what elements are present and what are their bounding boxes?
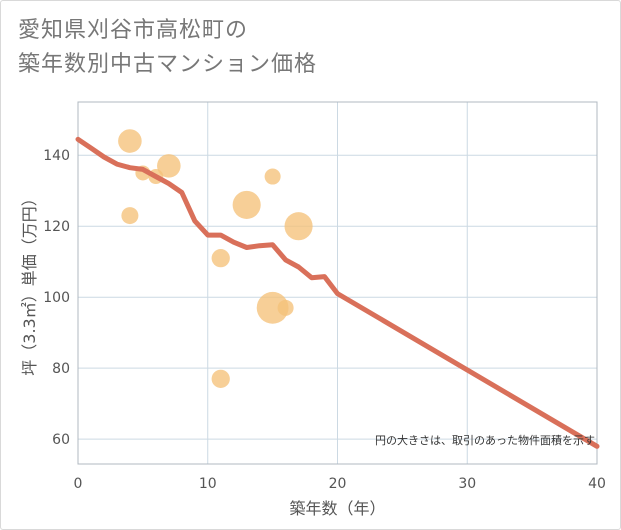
scatter-point [284, 212, 313, 241]
scatter-point [121, 207, 139, 225]
plot-area-border [77, 101, 598, 465]
chart-title-line1: 愛知県刈谷市高松町の [18, 18, 249, 43]
chart-title-line2: 築年数別中古マンション価格 [18, 52, 318, 77]
y-axis-label: 坪（3.3㎡）単価（万円） [20, 190, 39, 375]
y-tick-label: 80 [52, 361, 70, 377]
scatter-point [118, 129, 142, 153]
scatter-point [277, 299, 294, 316]
x-tick-label: 0 [74, 476, 83, 492]
x-axis-ticks: 0 10 20 30 40 [74, 476, 606, 492]
scatter-point [232, 190, 261, 219]
y-axis-ticks: 60 80 100 120 140 [43, 148, 70, 448]
x-tick-label: 20 [329, 476, 347, 492]
y-tick-label: 120 [43, 219, 70, 235]
x-tick-label: 30 [458, 476, 476, 492]
trend-line [75, 136, 600, 449]
bubble-size-note: 円の大きさは、取引のあった物件面積を示す [375, 433, 595, 447]
y-tick-label: 140 [43, 148, 70, 164]
scatter-point [264, 168, 281, 185]
scatter-point [211, 249, 230, 268]
y-tick-label: 100 [43, 290, 70, 306]
scatter-series [118, 129, 313, 388]
chart-title: 愛知県刈谷市高松町の 築年数別中古マンション価格 [18, 14, 578, 82]
grid-lines [78, 102, 597, 464]
x-tick-label: 10 [199, 476, 217, 492]
scatter-point [157, 154, 181, 178]
x-axis-label: 築年数（年） [289, 499, 385, 518]
scatter-point [211, 369, 230, 388]
scatter-point [256, 291, 289, 324]
y-tick-label: 60 [52, 432, 70, 448]
x-tick-label: 40 [588, 476, 606, 492]
